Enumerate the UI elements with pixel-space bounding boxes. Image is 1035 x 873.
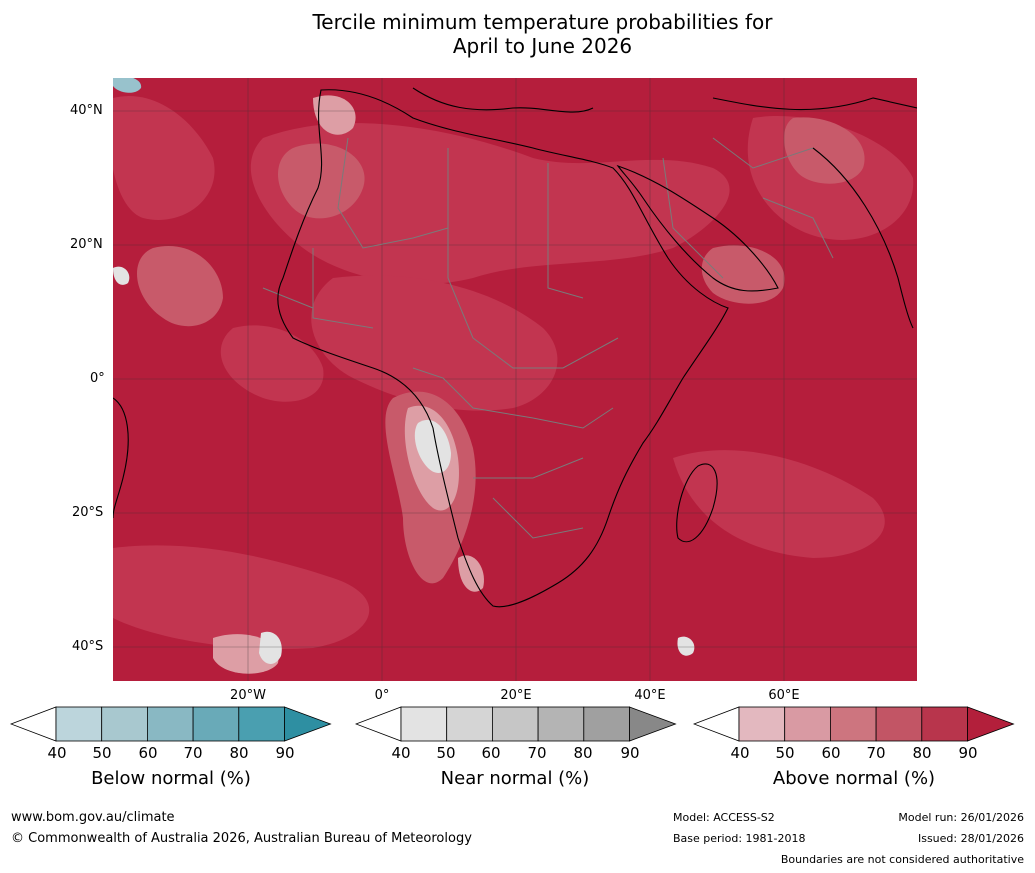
website-link[interactable]: www.bom.gov.au/climate: [11, 810, 175, 825]
colorbar-segment: [101, 706, 148, 742]
lat-label-40s: 40°S: [72, 639, 104, 654]
colorbar-segment: [146, 706, 194, 742]
tick-label: 50: [436, 744, 456, 762]
boundaries-disclaimer: Boundaries are not considered authoritat…: [780, 853, 1024, 866]
below-normal-zones: [113, 78, 142, 93]
lon-label-0: 0°: [374, 688, 390, 703]
colorbar-extend-high: [284, 706, 332, 742]
tick-label: 50: [92, 744, 112, 762]
graticule: [113, 78, 917, 681]
tick-label: 80: [229, 744, 249, 762]
below-normal-colorbar: [10, 706, 332, 742]
title-line-2: April to June 2026: [452, 34, 633, 58]
lon-label-60e: 60°E: [768, 688, 800, 703]
tick-label: 50: [775, 744, 795, 762]
lon-label-40e: 40°E: [634, 688, 666, 703]
tick-label: 70: [183, 744, 203, 762]
colorbar-segment: [446, 706, 493, 742]
colorbar-segment: [400, 706, 448, 742]
colorbar-segment: [238, 706, 285, 742]
colorbar-segment: [583, 706, 630, 742]
tick-label: 60: [138, 744, 158, 762]
colorbar-extend-high: [967, 706, 1015, 742]
lat-label-equator: 0°: [90, 371, 105, 386]
near-normal-zones: [113, 266, 695, 664]
tick-label: 40: [47, 744, 67, 762]
tick-label: 40: [391, 744, 411, 762]
tick-label: 90: [275, 744, 295, 762]
colorbar-segment: [875, 706, 923, 742]
lon-label-20w: 20°W: [230, 688, 266, 703]
colorbar-segment: [537, 706, 585, 742]
tick-label: 60: [821, 744, 841, 762]
colorbar-extend-high: [629, 706, 677, 742]
colorbar-extend-low: [10, 706, 57, 742]
probability-map: [113, 78, 917, 681]
below-normal-label: Below normal (%): [91, 768, 251, 789]
colorbar-segment: [738, 706, 786, 742]
tick-label: 70: [866, 744, 886, 762]
tick-label: 80: [912, 744, 932, 762]
tick-label: 70: [527, 744, 547, 762]
above-70-zones: [113, 96, 914, 649]
country-borders: [262, 137, 834, 539]
issued-date: Issued: 28/01/2026: [917, 832, 1024, 845]
tick-label: 80: [573, 744, 593, 762]
colorbar-segment: [829, 706, 877, 742]
tick-label: 90: [958, 744, 978, 762]
near-normal-colorbar: [355, 706, 677, 742]
title-line-1: Tercile minimum temperature probabilitie…: [312, 10, 773, 34]
colorbar-segment: [784, 706, 831, 742]
tick-label: 90: [620, 744, 640, 762]
coastlines: [113, 87, 917, 608]
colorbar-segment: [192, 706, 240, 742]
colorbar-segment: [921, 706, 968, 742]
tick-label: 40: [730, 744, 750, 762]
colorbar-extend-low: [693, 706, 740, 742]
chart-title: Tercile minimum temperature probabilitie…: [0, 10, 1035, 58]
colorbar-extend-low: [355, 706, 402, 742]
colorbar-segment: [491, 706, 539, 742]
tick-label: 60: [481, 744, 501, 762]
colorbar-segment: [55, 706, 103, 742]
near-normal-label: Near normal (%): [440, 768, 590, 789]
above-normal-colorbar: [693, 706, 1015, 742]
lon-label-20e: 20°E: [500, 688, 532, 703]
lat-label-20n: 20°N: [70, 237, 103, 252]
model-name: Model: ACCESS-S2: [673, 811, 775, 824]
lat-label-40n: 40°N: [70, 103, 103, 118]
model-run: Model run: 26/01/2026: [898, 811, 1024, 824]
lat-label-20s: 20°S: [72, 505, 104, 520]
above-normal-label: Above normal (%): [772, 768, 936, 789]
base-period: Base period: 1981-2018: [673, 832, 806, 845]
copyright-text: © Commonwealth of Australia 2026, Austra…: [11, 831, 472, 846]
